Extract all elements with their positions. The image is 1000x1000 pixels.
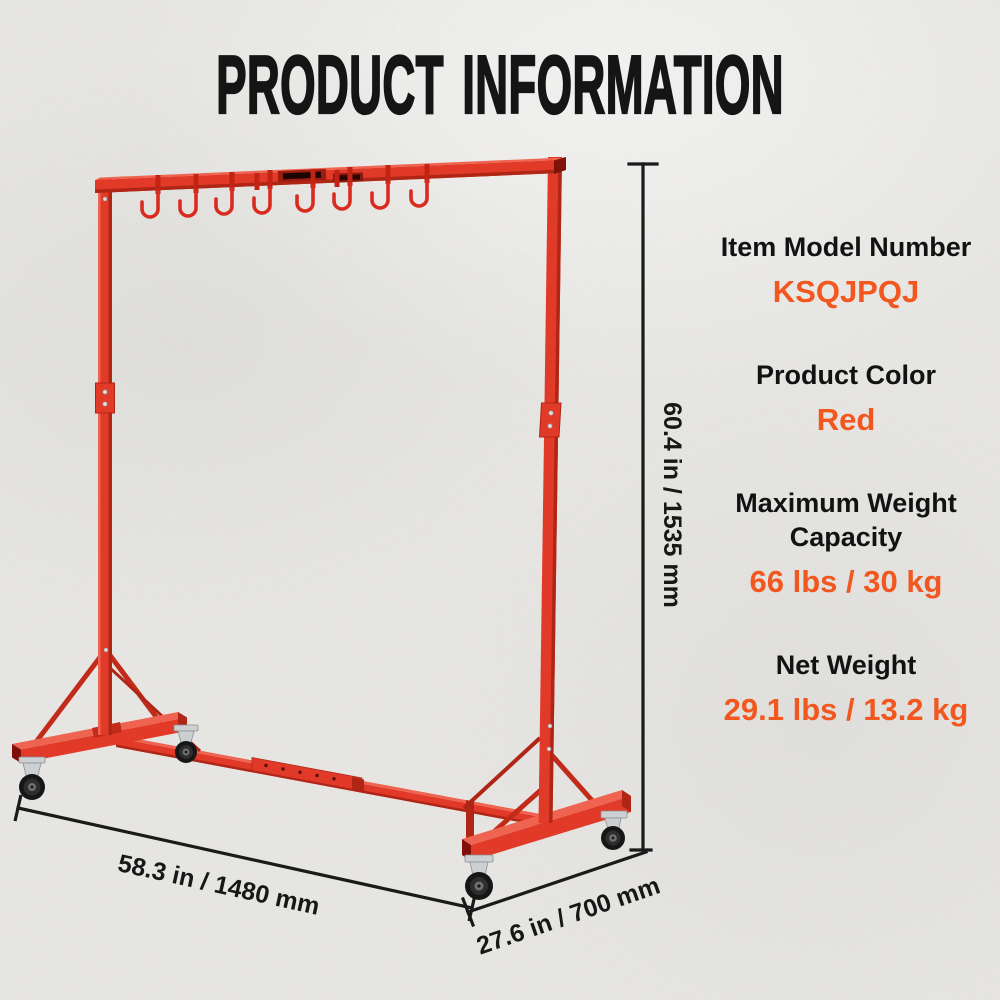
bar-clip xyxy=(334,170,340,187)
spec-value: 66 lbs / 30 kg xyxy=(749,564,943,599)
beam-joint-bracket xyxy=(352,777,364,793)
spec-value: 29.1 lbs / 13.2 kg xyxy=(723,692,969,727)
spec-item-net-weight: Net Weight 29.1 lbs / 13.2 kg xyxy=(700,648,992,726)
length-dimension-label: 58.3 in / 1480 mm xyxy=(115,849,322,921)
spec-value: Red xyxy=(816,402,876,437)
spec-item-product-color: Product Color Red xyxy=(700,358,992,436)
spec-item-model-number: Item Model Number KSQJPQJ xyxy=(700,230,992,308)
spec-label: Product Color xyxy=(756,360,936,390)
right-post xyxy=(538,157,562,823)
spec-label: Item Model Number xyxy=(720,232,972,262)
top-hanger-bar xyxy=(95,157,566,193)
right-front-caster xyxy=(464,854,494,900)
left-leg xyxy=(12,179,202,800)
spec-list: Item Model Number KSQJPQJ Product Color … xyxy=(700,230,992,776)
depth-dimension-label: 27.6 in / 700 mm xyxy=(473,871,663,960)
spec-value: KSQJPQJ xyxy=(772,274,920,309)
spec-label: Net Weight xyxy=(775,650,917,680)
left-front-caster xyxy=(18,756,46,800)
right-back-caster xyxy=(600,810,628,850)
right-post-adjustment-joint xyxy=(538,402,562,438)
bar-clip xyxy=(254,173,260,190)
dimension-height xyxy=(627,162,659,852)
height-dimension-label: 60.4 in / 1535 mm xyxy=(658,402,686,608)
right-leg xyxy=(462,157,631,900)
left-post xyxy=(95,179,115,735)
spec-label: Maximum Weight Capacity xyxy=(735,488,957,552)
bar-center-slot xyxy=(277,168,327,183)
spec-item-max-weight-capacity: Maximum Weight Capacity 66 lbs / 30 kg xyxy=(700,486,992,598)
left-post-adjustment-joint xyxy=(95,382,115,414)
